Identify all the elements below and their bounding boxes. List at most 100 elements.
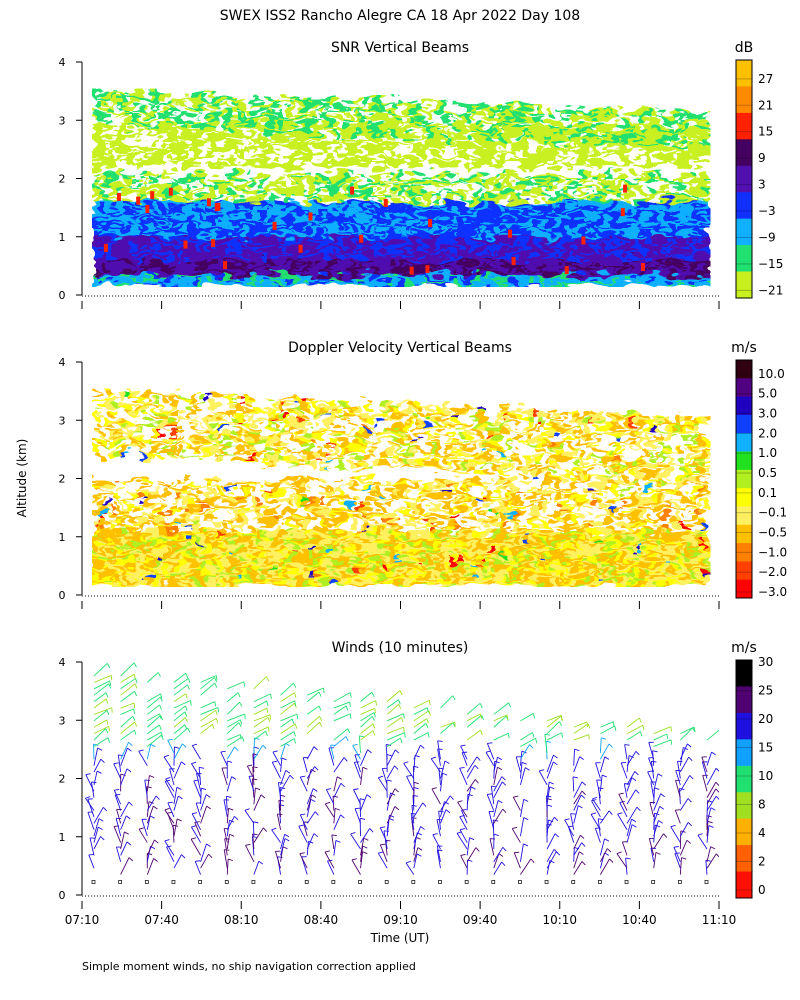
snr-cell <box>320 222 327 226</box>
snr-cell <box>578 274 585 279</box>
snr-cell <box>398 155 405 159</box>
snr-cell <box>566 274 573 279</box>
snr-cell <box>122 198 129 203</box>
snr-cell <box>98 210 105 214</box>
snr-cell <box>572 161 579 165</box>
snr-cell <box>116 181 123 185</box>
snr-cell <box>110 152 117 156</box>
snr-cell <box>362 137 369 142</box>
snr-cell <box>332 239 339 244</box>
snr-cell <box>230 175 237 179</box>
snr-cell <box>248 277 255 281</box>
snr-cell <box>500 201 507 206</box>
snr-cell <box>452 257 459 261</box>
snr-cell <box>392 210 399 214</box>
snr-cell <box>476 283 483 287</box>
snr-cell <box>116 187 123 191</box>
snr-cell <box>404 254 411 258</box>
snr-cell <box>488 245 495 249</box>
snr-cell <box>146 271 153 276</box>
snr-cell <box>416 181 423 185</box>
snr-cell <box>302 242 309 246</box>
snr-cell <box>488 257 495 261</box>
snr-cell <box>584 121 591 125</box>
snr-cell <box>434 216 441 220</box>
snr-cell <box>380 172 387 177</box>
snr-cell <box>206 213 213 217</box>
snr-cell <box>494 248 501 252</box>
snr-cell <box>308 143 315 147</box>
snr-cell <box>350 134 357 139</box>
snr-cell <box>464 137 471 141</box>
snr-cell <box>530 254 537 258</box>
snr-cell <box>368 260 375 264</box>
snr-cell <box>260 219 267 223</box>
snr-cell <box>536 262 543 267</box>
snr-cell <box>380 283 387 287</box>
snr-cell <box>218 149 225 153</box>
snr-cell <box>398 152 405 156</box>
snr-cell <box>398 102 405 107</box>
snr-cell <box>344 248 351 252</box>
snr-cell <box>242 126 249 130</box>
snr-cell <box>122 115 129 120</box>
snr-cell <box>524 242 531 246</box>
snr-cell <box>386 230 393 235</box>
snr-cell <box>494 152 501 156</box>
snr-cell <box>398 277 405 281</box>
snr-cell <box>632 219 639 223</box>
snr-cell <box>494 216 501 220</box>
snr-cell <box>146 283 153 287</box>
snr-cell <box>572 260 579 264</box>
snr-cell <box>578 207 585 212</box>
snr-cell <box>392 123 399 127</box>
snr-cell <box>110 245 117 249</box>
snr-cell <box>590 277 597 281</box>
snr-cell <box>110 219 117 223</box>
snr-cell <box>500 184 507 188</box>
snr-cell <box>548 277 555 281</box>
snr-cell <box>284 210 291 214</box>
snr-cell <box>152 131 159 136</box>
snr-cell <box>548 216 555 220</box>
snr-cell <box>446 195 453 200</box>
snr-cell <box>488 280 495 284</box>
snr-cell <box>398 125 405 130</box>
snr-cell <box>320 146 327 150</box>
snr-cell <box>512 115 519 120</box>
snr-cell <box>254 204 261 209</box>
snr-cell <box>500 251 507 255</box>
snr-cell <box>578 248 585 252</box>
snr-cell <box>254 126 261 130</box>
snr-cell <box>182 187 189 191</box>
snr-cell <box>518 204 525 209</box>
snr-cell <box>98 225 105 229</box>
snr-cell <box>314 228 321 232</box>
snr-cell <box>128 124 135 129</box>
snr-cell <box>176 254 183 258</box>
snr-cell <box>230 251 237 255</box>
snr-cell <box>230 228 237 232</box>
snr-cell <box>110 254 117 258</box>
snr-cell <box>260 242 267 246</box>
snr-cell <box>272 233 279 238</box>
snr-cell <box>290 201 297 206</box>
snr-cell <box>368 158 375 162</box>
snr-cell <box>488 152 495 156</box>
snr-cell <box>620 271 627 276</box>
snr-cell <box>296 204 303 209</box>
snr-cell <box>614 283 621 287</box>
snr-cell <box>152 283 159 287</box>
snr-cell <box>476 262 483 267</box>
snr-cell <box>266 274 273 279</box>
snr-cell <box>470 195 477 200</box>
snr-cell <box>650 233 657 238</box>
snr-cell <box>452 274 459 279</box>
snr-cell <box>560 131 567 136</box>
snr-cell <box>536 149 543 153</box>
snr-cell <box>296 251 303 255</box>
snr-cell <box>392 222 399 226</box>
snr-cell <box>614 128 621 133</box>
snr-cell <box>566 260 573 264</box>
snr-cell <box>110 175 117 179</box>
